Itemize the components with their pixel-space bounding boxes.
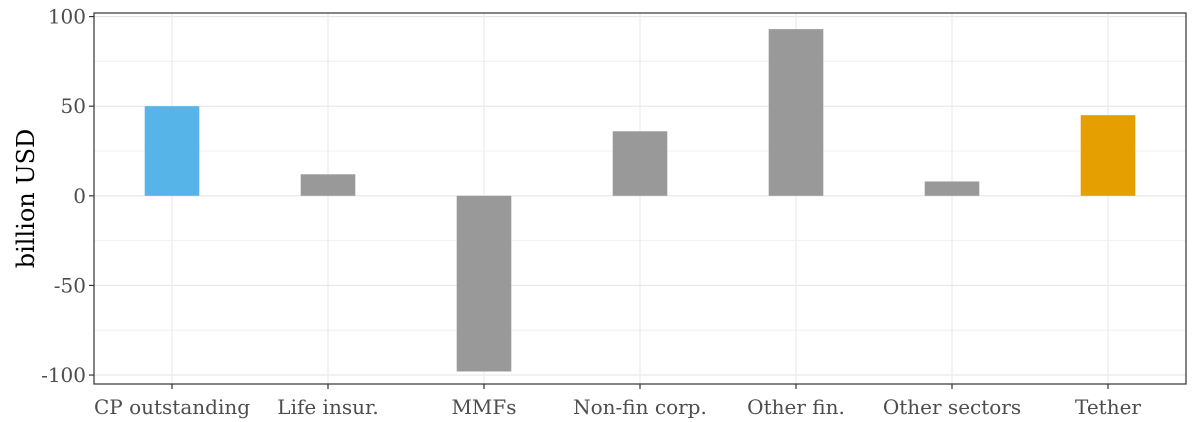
y-tick-label: 100 [48, 5, 86, 29]
bar-other-fin [768, 29, 824, 196]
bar-cp-outstanding [144, 106, 200, 196]
x-tick-label: Life insur. [277, 395, 378, 419]
y-tick-label: 0 [73, 184, 86, 208]
y-tick-label: 50 [61, 94, 86, 118]
y-tick-label: -50 [54, 273, 86, 297]
x-tick-label: Tether [1075, 395, 1141, 419]
y-tick-label: -100 [41, 363, 86, 387]
bar-life-insur [300, 174, 356, 196]
bar-mmfs [456, 195, 512, 372]
y-axis-title: billion USD [12, 129, 40, 269]
x-tick-label: MMFs [451, 395, 516, 419]
x-tick-label: Non-fin corp. [573, 395, 707, 419]
bar-tether [1080, 115, 1136, 196]
x-tick-label: CP outstanding [94, 395, 250, 419]
bars [144, 29, 1136, 372]
bar-other-sectors [924, 181, 980, 196]
grid-lines [94, 13, 1186, 384]
axes: -100 -50 0 50 100 CP outstanding Life insur. MM… [41, 5, 1187, 419]
x-tick-label: Other fin. [747, 395, 845, 419]
bar-non-fin-corp [612, 131, 668, 196]
x-tick-label: Other sectors [883, 395, 1021, 419]
